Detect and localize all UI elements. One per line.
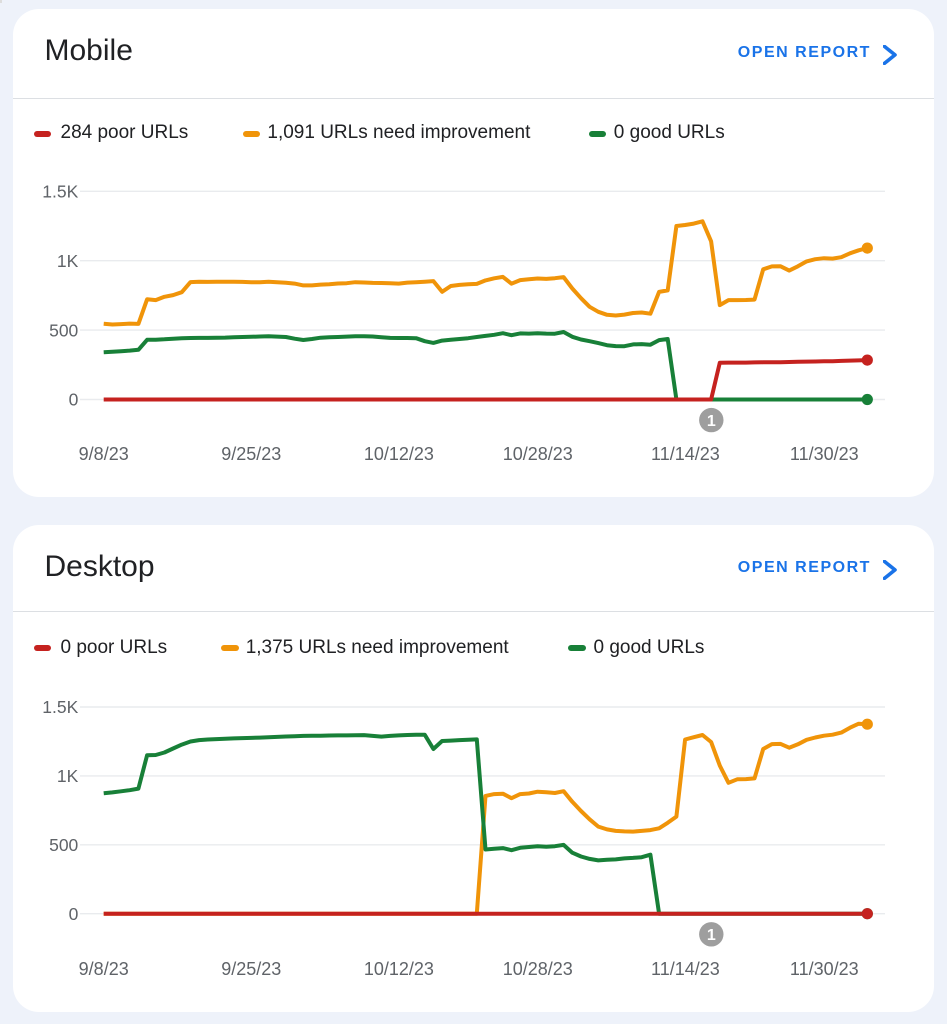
svg-text:0: 0 [69,390,79,410]
svg-text:1: 1 [707,413,716,430]
svg-text:10/12/23: 10/12/23 [364,959,434,979]
svg-text:0: 0 [69,904,79,924]
svg-text:500: 500 [49,835,78,855]
svg-text:11/30/23: 11/30/23 [790,444,859,464]
svg-text:1: 1 [707,927,716,944]
svg-text:9/25/23: 9/25/23 [221,959,281,979]
svg-text:11/14/23: 11/14/23 [651,959,720,979]
svg-text:11/14/23: 11/14/23 [651,444,720,464]
svg-text:11/30/23: 11/30/23 [790,959,859,979]
svg-text:9/8/23: 9/8/23 [79,959,129,979]
svg-text:10/12/23: 10/12/23 [364,444,434,464]
svg-text:10/28/23: 10/28/23 [503,444,573,464]
svg-text:1K: 1K [57,251,79,271]
svg-text:9/8/23: 9/8/23 [79,444,129,464]
svg-text:1K: 1K [57,766,79,786]
svg-text:9/25/23: 9/25/23 [221,444,281,464]
svg-text:10/28/23: 10/28/23 [503,959,573,979]
svg-text:500: 500 [49,320,78,340]
svg-text:1.5K: 1.5K [42,182,78,202]
svg-text:1.5K: 1.5K [42,697,78,717]
